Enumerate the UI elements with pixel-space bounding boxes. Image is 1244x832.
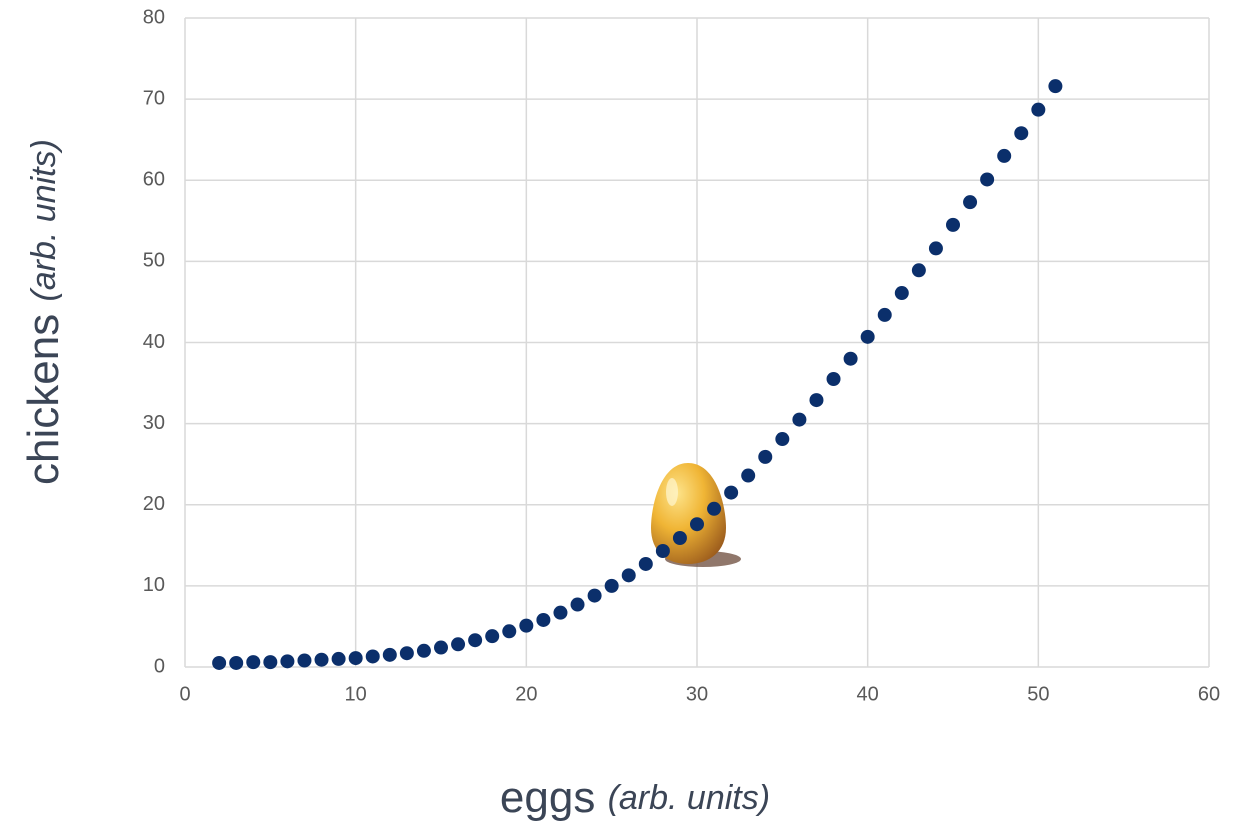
point <box>1048 79 1062 93</box>
y-tick-label: 40 <box>143 331 165 353</box>
point <box>827 372 841 386</box>
point <box>639 557 653 571</box>
point <box>690 517 704 531</box>
point <box>946 218 960 232</box>
y-axis-title: chickens (arb. units) <box>19 139 68 485</box>
x-tick-label: 20 <box>515 683 537 705</box>
point <box>297 654 311 668</box>
point <box>332 652 346 666</box>
grid <box>185 18 1209 667</box>
x-tick-label: 30 <box>686 683 708 705</box>
x-axis-title: eggs (arb. units) <box>500 773 770 822</box>
point <box>963 195 977 209</box>
point <box>571 598 585 612</box>
point <box>809 393 823 407</box>
point <box>553 606 567 620</box>
y-tick-label: 20 <box>143 493 165 515</box>
y-axis-title-note: (arb. units) <box>25 139 63 302</box>
x-tick-label: 10 <box>345 683 367 705</box>
point <box>588 589 602 603</box>
point <box>366 649 380 663</box>
point <box>895 286 909 300</box>
point <box>929 241 943 255</box>
point <box>656 544 670 558</box>
point <box>878 308 892 322</box>
point <box>536 613 550 627</box>
point <box>246 655 260 669</box>
chart: 0 10 20 30 40 50 60 70 80 0 10 20 30 40 50 60 eggs (arb… <box>0 0 1244 832</box>
point <box>383 648 397 662</box>
y-tick-label: 30 <box>143 412 165 434</box>
point <box>605 579 619 593</box>
point <box>400 646 414 660</box>
point <box>315 653 329 667</box>
point <box>844 352 858 366</box>
point <box>758 450 772 464</box>
points <box>212 79 1062 670</box>
x-axis-title-text: eggs <box>500 773 595 822</box>
y-tick-label: 70 <box>143 87 165 109</box>
y-tick-label: 80 <box>143 6 165 28</box>
y-tick-label: 0 <box>154 655 165 677</box>
point <box>775 432 789 446</box>
point <box>485 629 499 643</box>
x-tick-label: 0 <box>179 683 190 705</box>
point <box>861 330 875 344</box>
point <box>707 502 721 516</box>
point <box>741 469 755 483</box>
y-tick-label: 60 <box>143 169 165 191</box>
ticks: 0 10 20 30 40 50 60 70 80 0 10 20 30 40 50 60 <box>143 6 1220 705</box>
point <box>622 568 636 582</box>
point <box>451 637 465 651</box>
point <box>468 633 482 647</box>
point <box>1031 103 1045 117</box>
point <box>980 172 994 186</box>
y-tick-label: 10 <box>143 574 165 596</box>
point <box>792 413 806 427</box>
point <box>417 644 431 658</box>
point <box>280 654 294 668</box>
point <box>673 531 687 545</box>
y-tick-label: 50 <box>143 250 165 272</box>
x-tick-label: 60 <box>1198 683 1220 705</box>
point <box>349 651 363 665</box>
point <box>229 656 243 670</box>
y-axis-title-text: chickens <box>19 314 68 485</box>
point <box>912 263 926 277</box>
x-tick-label: 50 <box>1027 683 1049 705</box>
point <box>724 486 738 500</box>
point <box>1014 126 1028 140</box>
point <box>434 641 448 655</box>
point <box>212 656 226 670</box>
point <box>997 149 1011 163</box>
point <box>263 655 277 669</box>
point <box>519 619 533 633</box>
x-tick-label: 40 <box>857 683 879 705</box>
point <box>502 624 516 638</box>
x-axis-title-note: (arb. units) <box>608 779 771 817</box>
